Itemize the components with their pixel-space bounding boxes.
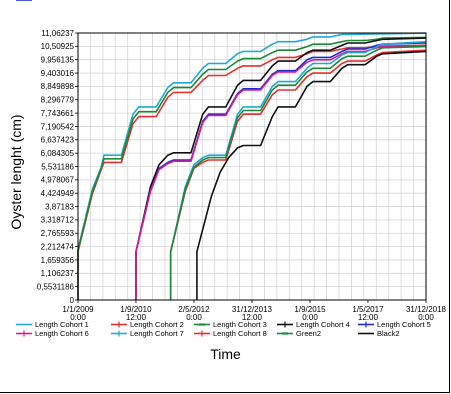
y-tick-label: 6,084305 <box>41 149 75 158</box>
x-tick-time-label: 0:00 <box>302 313 318 322</box>
y-tick-label: 10,50925 <box>41 42 75 51</box>
x-tick-label: 1/9/2010 <box>120 305 152 314</box>
series-line <box>169 45 427 300</box>
y-tick-label: 11,06237 <box>41 29 74 38</box>
x-tick-time-label: 0:00 <box>70 313 86 322</box>
grid <box>78 32 426 301</box>
y-tick-label: 9,956135 <box>41 56 75 65</box>
legend-label: Length Cohort 2 <box>130 320 184 329</box>
x-tick-time-label: 12:00 <box>242 313 263 322</box>
y-tick-label: 4,978067 <box>41 176 75 185</box>
legend-label: Length Cohort 4 <box>296 320 350 329</box>
y-tick-label: 2,765593 <box>41 229 75 238</box>
series-line <box>135 37 427 300</box>
y-tick-label: 7,743661 <box>41 109 75 118</box>
legend-label: Green2 <box>296 329 321 338</box>
x-axis-ticks: 1/1/20090:001/9/201012:002/5/20120:0031/… <box>62 300 447 322</box>
series-line <box>169 40 427 300</box>
x-axis-title: Time <box>210 346 241 362</box>
legend-label: Length Cohort 3 <box>213 320 267 329</box>
x-tick-label: 31/12/2013 <box>232 305 273 314</box>
x-tick-time-label: 0:00 <box>186 313 202 322</box>
x-tick-label: 31/12/2018 <box>406 305 447 314</box>
x-tick-label: 1/9/2015 <box>294 305 326 314</box>
series-line <box>77 36 427 300</box>
series-lines <box>77 32 427 300</box>
legend: Length Cohort 1 Length Cohort 2 Length Coh… <box>16 0 431 338</box>
y-tick-label: 1,106237 <box>41 269 75 278</box>
legend-label: Length Cohort 6 <box>35 329 89 338</box>
legend-label: Length Cohort 1 <box>35 320 89 329</box>
y-tick-label: 0 <box>70 296 75 305</box>
series-line <box>135 44 427 300</box>
y-tick-label: 8,296779 <box>41 96 75 105</box>
y-tick-label: 4,424949 <box>41 189 75 198</box>
y-axis-ticks: 0 0,5531186 1,106237 1,659356 2,212474 2,7655… <box>37 29 78 305</box>
x-tick-label: 2/5/2012 <box>178 305 210 314</box>
legend-label: Blue2 <box>35 0 54 2</box>
y-tick-label: 5,531186 <box>41 162 74 171</box>
x-tick-time-label: 12:00 <box>126 313 147 322</box>
y-tick-label: 3,87183 <box>45 202 74 211</box>
y-tick-label: 8,849898 <box>41 82 75 91</box>
y-tick-label: 6,637423 <box>41 136 75 145</box>
legend-label: Length Cohort 5 <box>377 320 431 329</box>
series-line <box>169 49 427 300</box>
series-line <box>196 50 427 300</box>
y-tick-label: 9,403016 <box>41 69 75 78</box>
series-line <box>77 32 427 300</box>
y-tick-label: 0,5531186 <box>37 282 75 291</box>
x-tick-time-label: 12:00 <box>358 313 379 322</box>
y-tick-label: 3,318712 <box>41 216 75 225</box>
legend-label: Black2 <box>377 329 400 338</box>
y-tick-label: 7,190542 <box>41 122 75 131</box>
y-tick-label: 1,659356 <box>41 256 75 265</box>
x-tick-label: 1/5/2017 <box>352 305 384 314</box>
legend-label: Length Cohort 7 <box>130 329 184 338</box>
x-tick-label: 1/1/2009 <box>62 305 94 314</box>
legend-label: Length Cohort 8 <box>213 329 267 338</box>
y-tick-label: 2,212474 <box>41 242 75 251</box>
x-tick-time-label: 0:00 <box>418 313 434 322</box>
series-line <box>77 44 427 300</box>
